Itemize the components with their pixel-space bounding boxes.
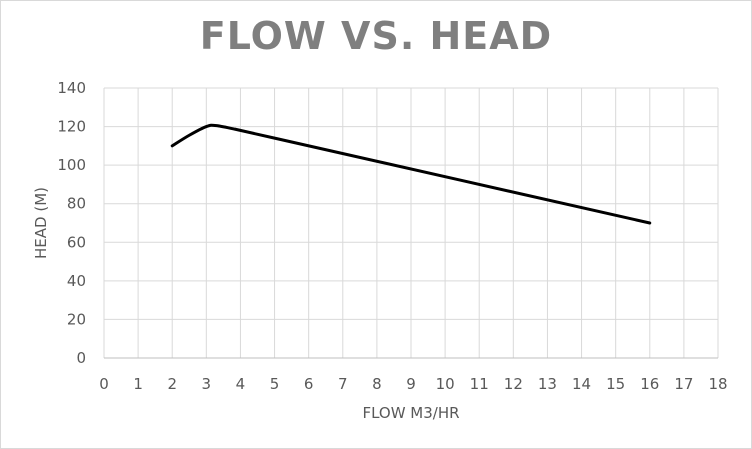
- x-tick-label: 10: [436, 375, 455, 393]
- x-tick-label: 18: [708, 375, 727, 393]
- y-tick-label: 120: [57, 118, 86, 136]
- x-tick-label: 1: [133, 375, 143, 393]
- x-tick-label: 8: [372, 375, 382, 393]
- x-tick-label: 7: [338, 375, 348, 393]
- x-tick-label: 16: [640, 375, 659, 393]
- chart-title: FLOW VS. HEAD: [199, 14, 553, 58]
- y-tick-label: 80: [67, 195, 86, 213]
- x-tick-label: 5: [270, 375, 280, 393]
- x-tick-label: 6: [304, 375, 314, 393]
- series-line: [170, 123, 652, 225]
- y-tick-label: 40: [67, 272, 86, 290]
- y-tick-label: 100: [57, 156, 86, 174]
- y-tick-label: 140: [57, 79, 86, 97]
- x-tick-label: 4: [236, 375, 246, 393]
- x-tick-label: 11: [470, 375, 489, 393]
- x-tick-label: 14: [572, 375, 591, 393]
- x-tick-label: 9: [406, 375, 416, 393]
- grid-lines: [103, 87, 719, 359]
- x-tick-label: 12: [504, 375, 523, 393]
- y-tick-label: 60: [67, 233, 86, 251]
- x-tick-label: 3: [202, 375, 212, 393]
- x-tick-label: 0: [99, 375, 109, 393]
- x-tick-label: 17: [674, 375, 693, 393]
- x-tick-labels: 0 1 2 3 4 5 6 7 8 9 10 11 12 13 14 15 16 17 18: [99, 375, 727, 393]
- y-axis-label: HEAD (M): [32, 187, 50, 259]
- x-axis-label: FLOW M3/HR: [362, 404, 459, 422]
- x-tick-label: 15: [606, 375, 625, 393]
- y-tick-labels: 0 20 40 60 80 100 120 140: [57, 79, 86, 367]
- x-tick-label: 13: [538, 375, 557, 393]
- x-tick-label: 2: [167, 375, 177, 393]
- y-tick-label: 20: [67, 310, 86, 328]
- series-group: [170, 123, 652, 225]
- y-tick-label: 0: [76, 349, 86, 367]
